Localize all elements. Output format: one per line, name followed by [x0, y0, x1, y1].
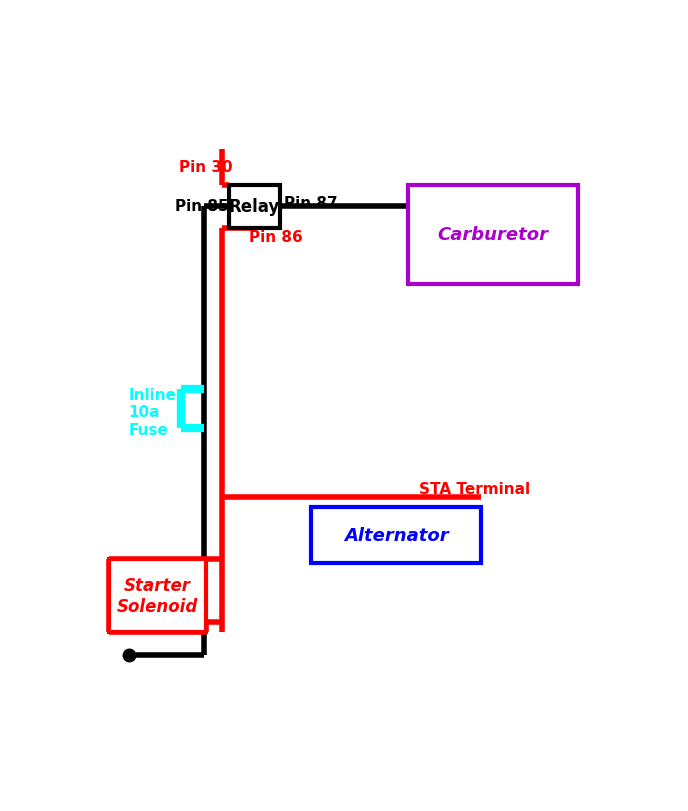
- Text: Pin 85: Pin 85: [175, 199, 228, 214]
- Bar: [311, 507, 481, 563]
- Text: Pin 87: Pin 87: [283, 196, 337, 211]
- Text: Inline
10a
Fuse: Inline 10a Fuse: [129, 388, 177, 437]
- Text: Alternator: Alternator: [344, 526, 449, 544]
- Text: Starter
Solenoid: Starter Solenoid: [117, 577, 198, 616]
- Bar: [407, 186, 578, 285]
- Text: Pin 30: Pin 30: [179, 160, 233, 174]
- Text: Relay: Relay: [229, 198, 280, 217]
- Bar: [109, 560, 206, 632]
- Text: STA Terminal: STA Terminal: [419, 481, 530, 496]
- Text: Carburetor: Carburetor: [438, 226, 548, 244]
- Bar: [229, 186, 280, 229]
- Text: Pin 86: Pin 86: [249, 230, 303, 245]
